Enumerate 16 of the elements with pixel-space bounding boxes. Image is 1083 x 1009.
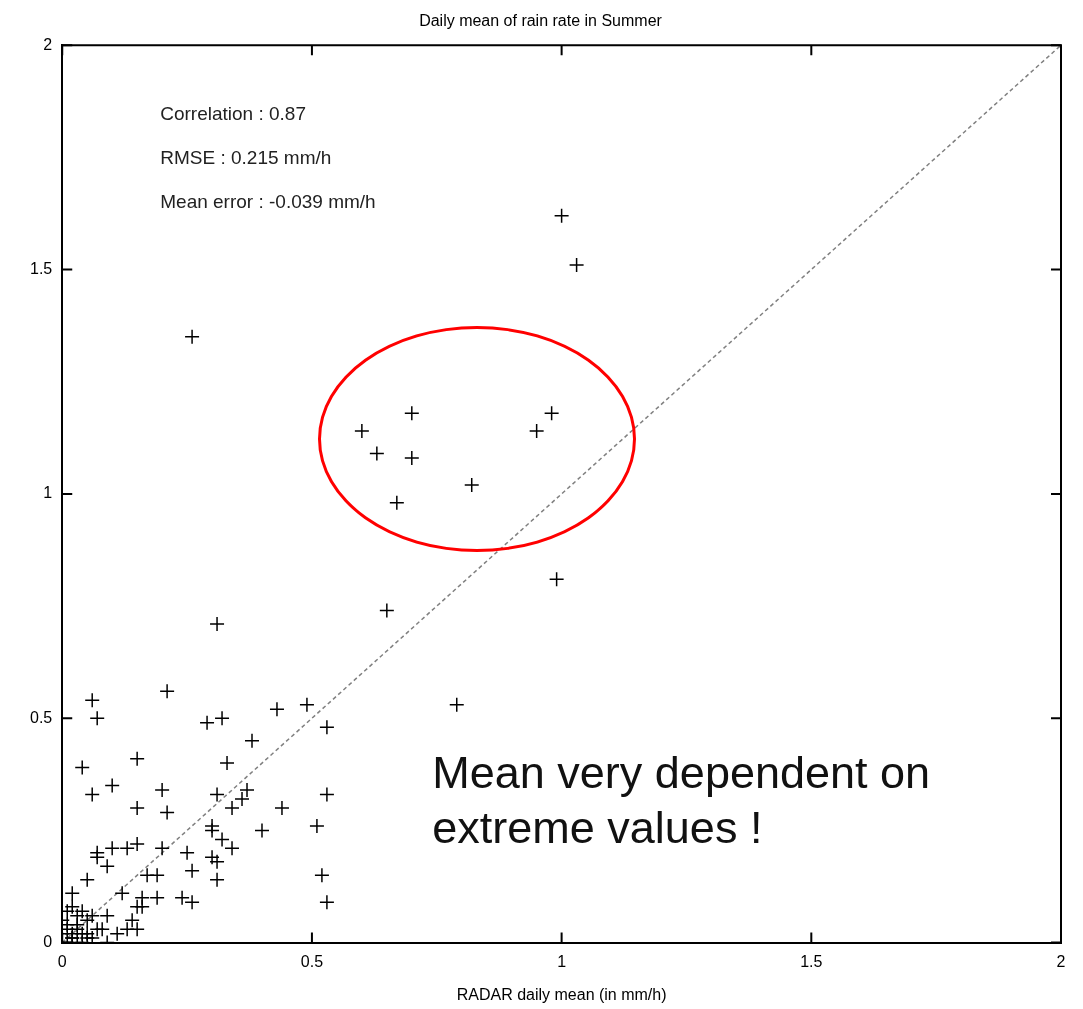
annotation: Mean error : -0.039 mm/h	[160, 191, 376, 213]
x-tick-label: 0.5	[300, 952, 324, 970]
annotation: RMSE : 0.215 mm/h	[160, 147, 332, 169]
annotation: Mean very dependent on extreme values !	[432, 747, 931, 854]
x-tick-label: 1	[557, 952, 567, 970]
y-tick-label: 1.5	[29, 259, 53, 277]
y-tick-label: 0	[43, 933, 53, 951]
chart-title: Daily mean of rain rate in Summer	[419, 12, 663, 30]
x-tick-label: 0	[57, 952, 67, 970]
x-tick-label: 1.5	[800, 952, 823, 970]
y-tick-label: 1	[43, 484, 53, 502]
y-tick-label: 0.5	[29, 708, 53, 726]
y-tick-label: 2	[43, 35, 53, 53]
x-tick-label: 2	[1056, 952, 1066, 970]
x-axis-title: RADAR daily mean (in mm/h)	[456, 985, 667, 1003]
annotation: Correlation : 0.87	[160, 103, 306, 125]
